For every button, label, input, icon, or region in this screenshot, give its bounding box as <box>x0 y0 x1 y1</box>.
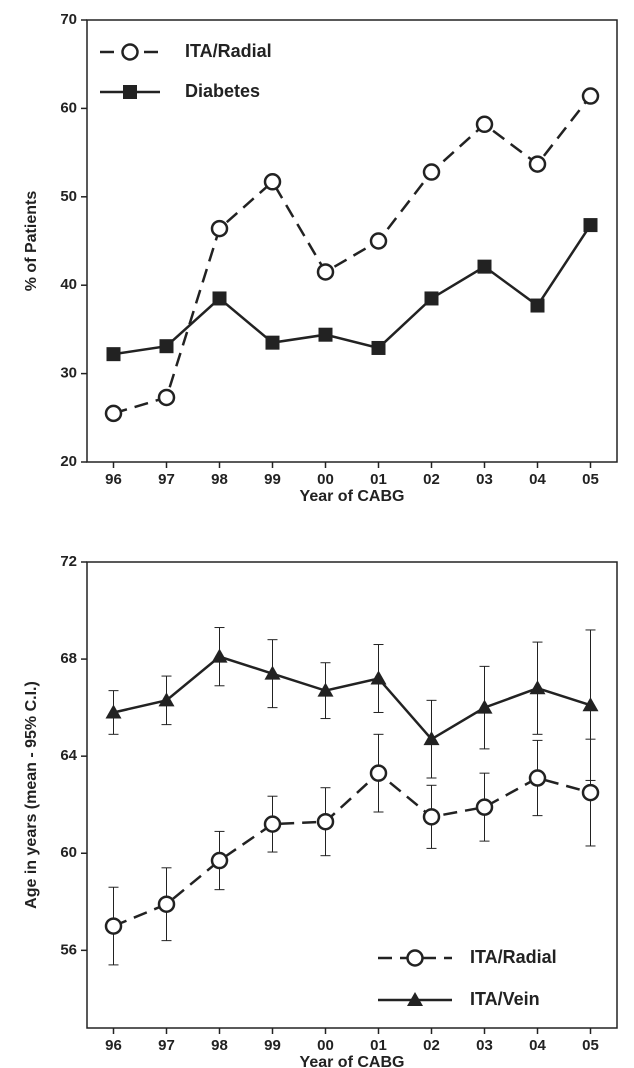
x-axis-title: Year of CABG <box>300 1054 405 1068</box>
marker <box>210 851 229 870</box>
marker <box>105 704 122 719</box>
y-tick-label: 64 <box>60 747 77 764</box>
marker <box>264 665 281 680</box>
marker <box>371 340 386 355</box>
marker <box>211 648 228 663</box>
marker <box>528 155 547 173</box>
marker <box>530 298 545 313</box>
marker <box>477 259 492 274</box>
marker <box>583 218 598 233</box>
marker <box>528 769 547 787</box>
series-line <box>113 655 591 741</box>
legend-label: ITA/Vein <box>470 989 540 1009</box>
marker <box>581 87 600 105</box>
x-tick-label: 99 <box>264 1037 281 1054</box>
marker <box>581 783 600 802</box>
marker <box>582 697 599 712</box>
x-tick-label: 01 <box>370 1037 387 1054</box>
marker <box>159 339 174 354</box>
x-tick-label: 04 <box>529 471 546 488</box>
marker <box>422 163 441 181</box>
marker <box>370 670 387 685</box>
plot-frame <box>86 561 618 1029</box>
marker <box>157 895 176 913</box>
x-tick-label: 00 <box>317 471 334 488</box>
x-tick-label: 97 <box>158 1037 175 1054</box>
x-tick-label: 04 <box>529 1037 546 1054</box>
series-line <box>113 224 592 356</box>
x-tick-label: 05 <box>582 1037 599 1054</box>
series-line <box>113 771 591 928</box>
marker <box>422 808 441 826</box>
marker <box>263 815 282 833</box>
x-tick-label: 98 <box>211 471 228 488</box>
y-tick-label: 50 <box>60 188 77 205</box>
marker <box>212 291 227 306</box>
marker <box>423 731 440 746</box>
marker <box>318 327 333 342</box>
x-tick-label: 99 <box>264 471 281 488</box>
marker <box>316 812 335 831</box>
legend-label: ITA/Radial <box>470 947 557 967</box>
x-tick-label: 97 <box>158 471 175 488</box>
x-tick-label: 05 <box>582 471 599 488</box>
x-tick-label: 00 <box>317 1037 334 1054</box>
marker <box>210 219 229 238</box>
y-tick-label: 40 <box>60 276 77 293</box>
marker <box>158 692 175 707</box>
marker <box>475 798 494 816</box>
marker <box>157 388 176 407</box>
plot-frame <box>86 19 618 463</box>
legend-label: ITA/Radial <box>185 41 272 61</box>
marker <box>406 949 424 967</box>
marker <box>316 263 335 281</box>
marker <box>407 992 423 1006</box>
marker <box>265 335 280 350</box>
marker <box>104 917 123 935</box>
y-tick-label: 56 <box>60 941 77 958</box>
marker <box>424 291 439 306</box>
marker <box>263 173 282 191</box>
x-tick-label: 02 <box>423 1037 440 1054</box>
marker <box>121 43 139 61</box>
marker <box>475 115 494 134</box>
marker <box>369 232 388 250</box>
marker <box>106 347 121 362</box>
marker <box>317 682 334 697</box>
y-axis-title: Age in years (mean - 95% C.I.) <box>23 681 40 909</box>
x-tick-label: 03 <box>476 1037 493 1054</box>
marker <box>123 85 137 99</box>
y-tick-label: 70 <box>60 11 77 28</box>
x-tick-label: 01 <box>370 471 387 488</box>
marker <box>529 680 546 695</box>
x-tick-label: 03 <box>476 471 493 488</box>
marker <box>104 404 123 423</box>
x-tick-label: 02 <box>423 471 440 488</box>
series-line <box>113 95 592 415</box>
y-tick-label: 30 <box>60 365 77 382</box>
y-tick-label: 60 <box>60 99 77 116</box>
y-axis-title: % of Patients <box>23 191 40 292</box>
x-tick-label: 96 <box>105 471 122 488</box>
y-tick-label: 20 <box>60 453 77 470</box>
marker <box>369 764 388 782</box>
y-tick-label: 72 <box>60 553 77 570</box>
y-tick-label: 60 <box>60 844 77 861</box>
x-tick-label: 96 <box>105 1037 122 1054</box>
y-tick-label: 68 <box>60 650 77 667</box>
legend-label: Diabetes <box>185 81 260 101</box>
x-tick-label: 98 <box>211 1037 228 1054</box>
marker <box>476 699 493 714</box>
x-axis-title: Year of CABG <box>300 488 405 505</box>
